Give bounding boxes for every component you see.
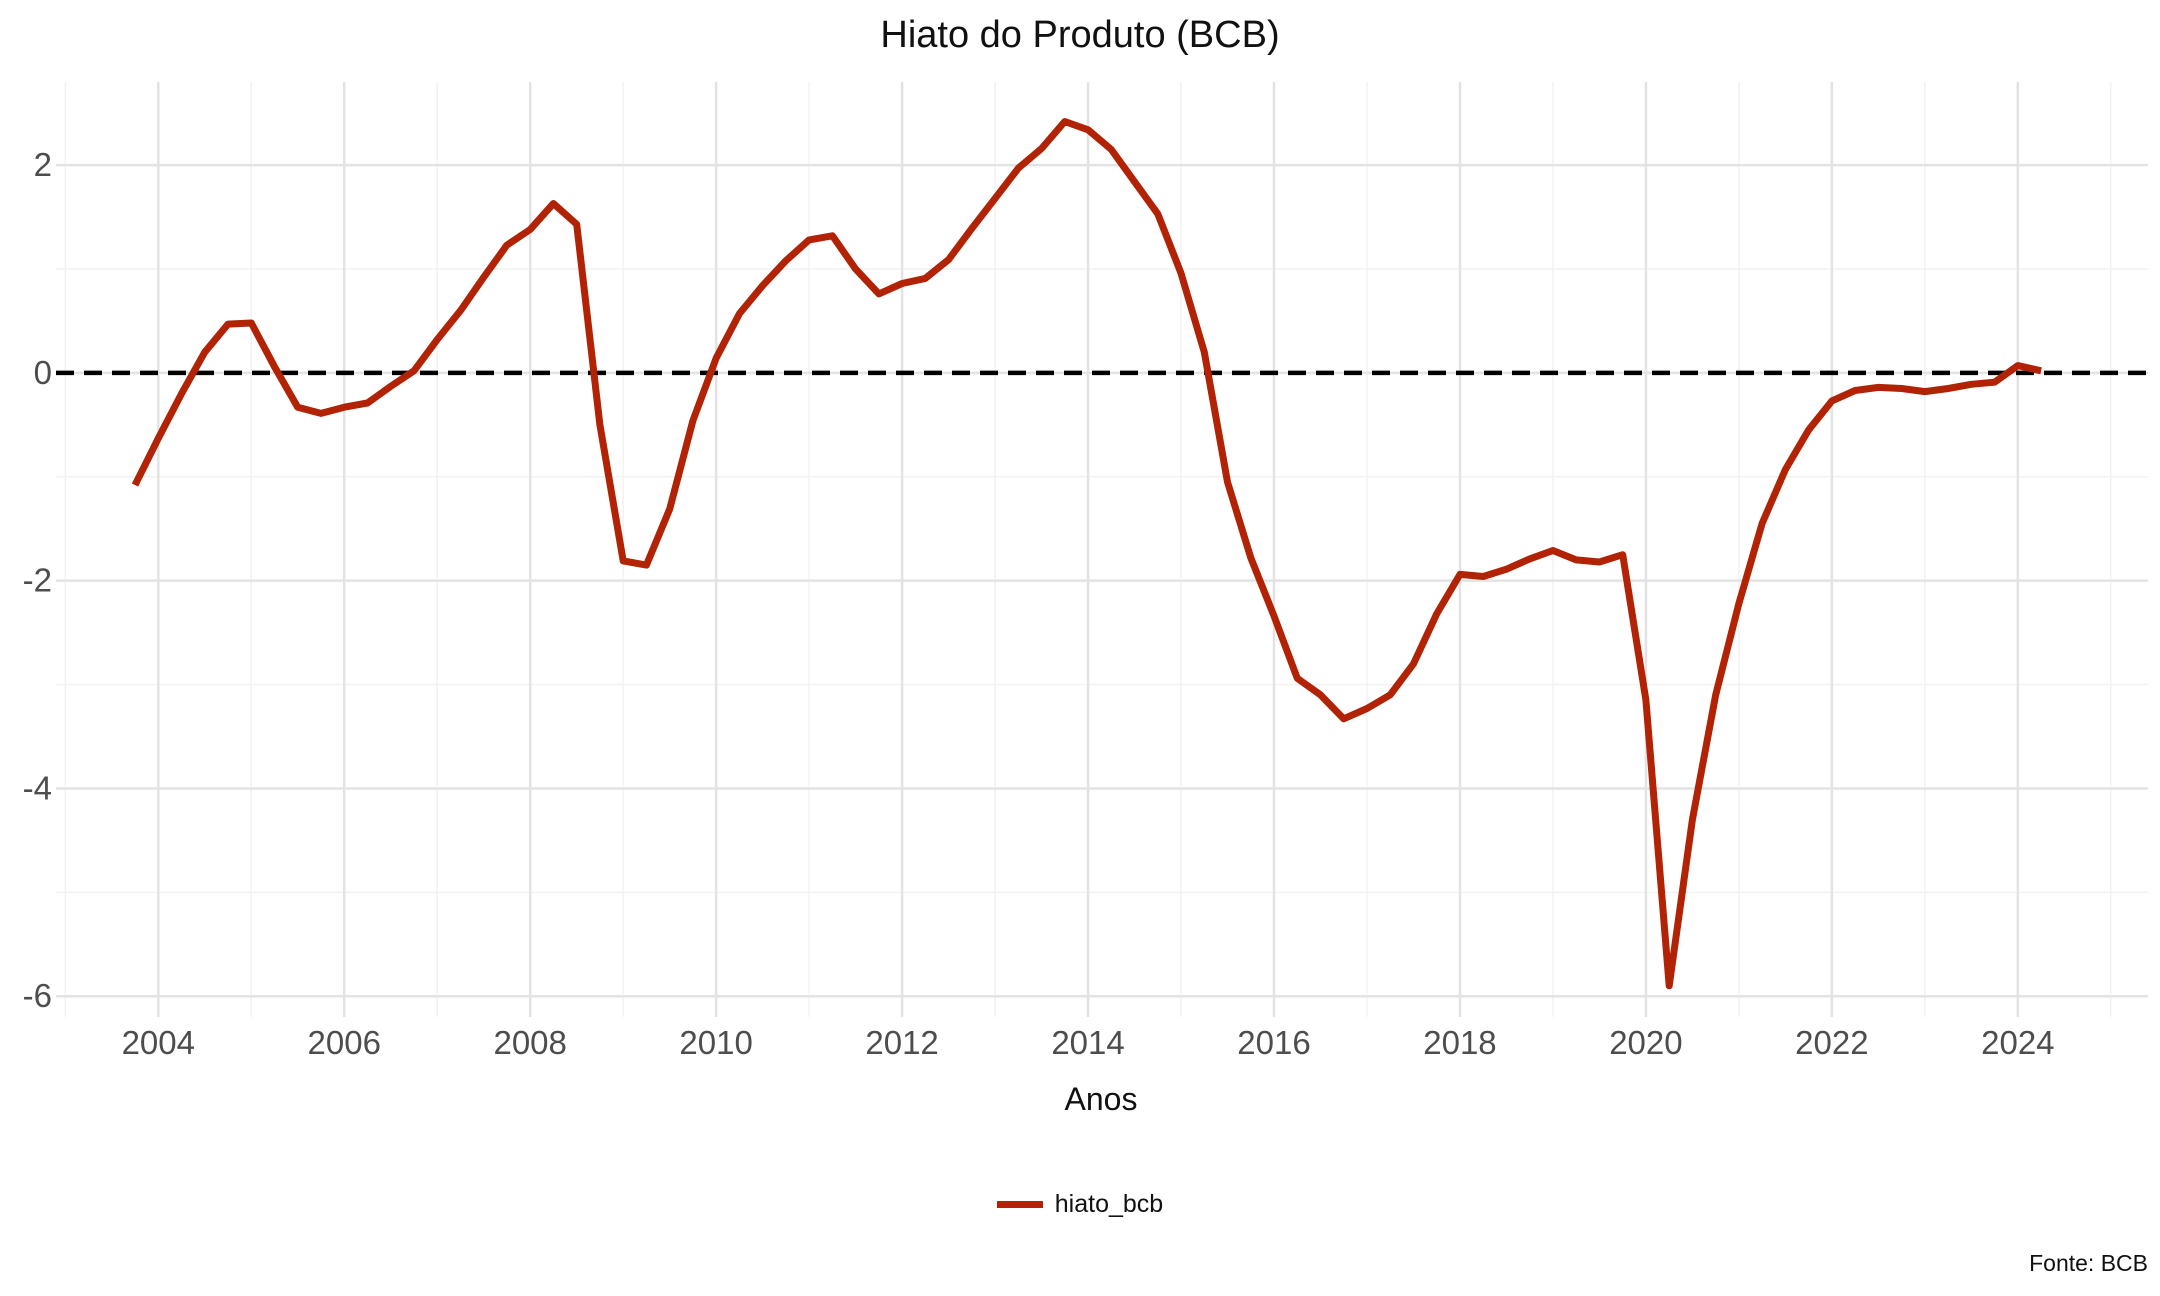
source-caption: Fonte: BCB (2029, 1250, 2148, 1276)
x-tick-label: 2006 (308, 1024, 381, 1061)
y-tick-label: -2 (23, 562, 52, 599)
x-tick-label: 2020 (1609, 1024, 1682, 1061)
y-tick-label: 2 (34, 146, 52, 183)
x-tick-label: 2008 (493, 1024, 566, 1061)
y-tick-label: -4 (23, 769, 52, 806)
x-tick-label: 2004 (122, 1024, 195, 1061)
legend-key-hiato-bcb (996, 1201, 1043, 1208)
series-layer (131, 118, 2042, 990)
y-tick-label: 0 (34, 354, 52, 391)
x-tick-label: 2010 (679, 1024, 752, 1061)
minor-gridlines (56, 82, 2148, 1017)
x-tick-label: 2014 (1051, 1024, 1124, 1061)
x-axis-title: Anos (1065, 1081, 1138, 1117)
legend-label-hiato-bcb: hiato_bcb (1054, 1190, 1164, 1218)
x-tick-label: 2024 (1981, 1024, 2054, 1061)
major-gridlines (56, 82, 2148, 1017)
y-tick-label: -6 (23, 977, 52, 1014)
series-line-hiato-bcb (131, 118, 2042, 990)
x-tick-labels: 2004 2006 2008 2010 2012 2014 2016 2018 2020 2022… (122, 1024, 2055, 1061)
x-tick-label: 2022 (1795, 1024, 1868, 1061)
x-tick-label: 2018 (1423, 1024, 1496, 1061)
y-tick-labels: -6 -4 -2 0 2 (23, 146, 52, 1014)
legend: hiato_bcb (0, 1190, 2160, 1219)
chart-title: Hiato do Produto (BCB) (880, 14, 1280, 56)
x-tick-label: 2016 (1237, 1024, 1310, 1061)
x-tick-label: 2012 (865, 1024, 938, 1061)
